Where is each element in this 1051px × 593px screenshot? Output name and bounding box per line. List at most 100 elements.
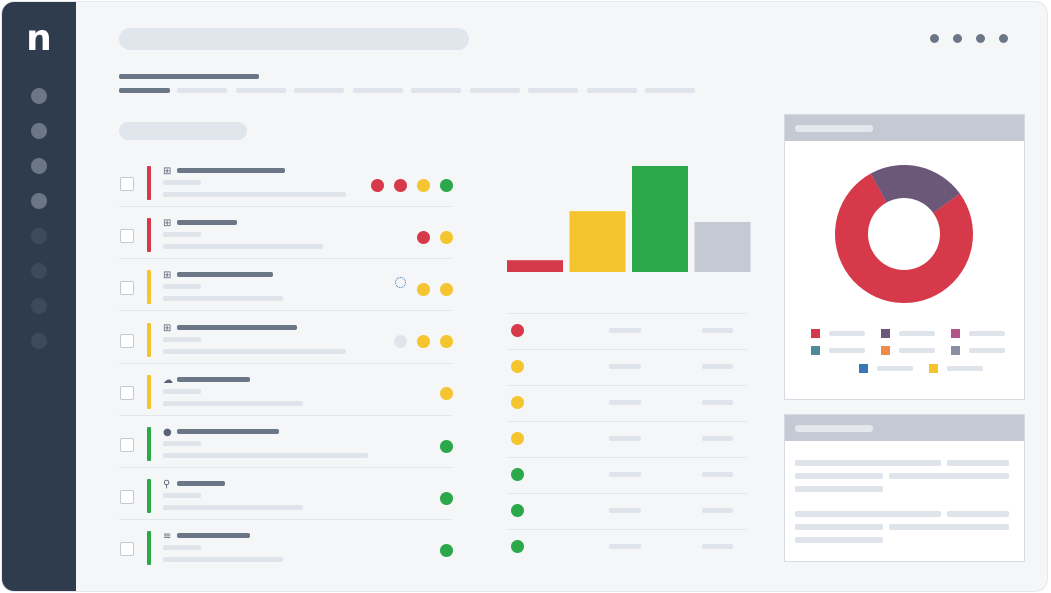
bar-1[interactable] bbox=[507, 260, 563, 272]
status-dot-yellow bbox=[511, 396, 524, 409]
status-count bbox=[702, 364, 733, 369]
severity-bar bbox=[147, 322, 151, 357]
severity-bar bbox=[147, 479, 151, 514]
row-checkbox[interactable] bbox=[120, 438, 134, 452]
severity-bar bbox=[147, 270, 151, 305]
status-dot-green bbox=[511, 468, 524, 481]
device-name bbox=[177, 533, 250, 539]
details-card-header bbox=[785, 415, 1024, 441]
sidebar-item[interactable] bbox=[31, 263, 47, 279]
linux-icon: ⚲ bbox=[163, 479, 171, 491]
tab-1[interactable] bbox=[119, 88, 170, 93]
bar-2[interactable] bbox=[569, 211, 626, 272]
row-divider bbox=[507, 313, 747, 314]
sidebar-item[interactable] bbox=[31, 228, 47, 244]
status-dot-yellow bbox=[511, 360, 524, 373]
status-count bbox=[702, 436, 733, 441]
sidebar-item[interactable] bbox=[31, 88, 47, 104]
row-checkbox[interactable] bbox=[120, 333, 134, 348]
tab-9[interactable] bbox=[586, 88, 637, 93]
device-name bbox=[177, 168, 285, 173]
app-logo[interactable]: n bbox=[26, 18, 52, 59]
donut-slice-1[interactable] bbox=[835, 173, 973, 303]
status-dot-yellow bbox=[439, 387, 453, 401]
apple-icon: ● bbox=[163, 427, 172, 438]
status-dot-yellow bbox=[416, 335, 430, 349]
row-divider bbox=[119, 519, 452, 521]
search-bar[interactable] bbox=[119, 28, 469, 50]
legend-label bbox=[947, 366, 983, 371]
legend-label bbox=[829, 331, 865, 336]
bar-4[interactable] bbox=[694, 221, 751, 272]
row-checkbox[interactable] bbox=[120, 490, 134, 505]
server-icon: ≡ bbox=[163, 531, 172, 543]
windows-icon: ⊞ bbox=[163, 166, 172, 177]
status-dot-green bbox=[439, 178, 453, 192]
tab-7[interactable] bbox=[469, 88, 520, 93]
legend-swatch bbox=[951, 329, 960, 338]
row-checkbox[interactable] bbox=[120, 385, 134, 400]
status-dot-green bbox=[439, 543, 453, 557]
status-count bbox=[702, 508, 733, 513]
device-name bbox=[177, 324, 297, 330]
tab-3[interactable] bbox=[235, 88, 286, 93]
device-meta bbox=[163, 284, 201, 290]
status-dot-yellow bbox=[439, 230, 453, 244]
more-menu-icon[interactable] bbox=[928, 33, 1012, 45]
tab-8[interactable] bbox=[528, 88, 578, 93]
sidebar-item[interactable] bbox=[31, 298, 47, 314]
donut-card-header bbox=[785, 115, 1024, 141]
device-name bbox=[177, 272, 273, 278]
legend-swatch bbox=[859, 364, 868, 373]
bar-3[interactable] bbox=[632, 165, 688, 272]
row-checkbox[interactable] bbox=[120, 177, 134, 191]
row-divider bbox=[119, 258, 452, 260]
device-description bbox=[163, 192, 346, 197]
row-checkbox[interactable] bbox=[120, 229, 134, 244]
device-name bbox=[177, 220, 237, 226]
status-dot-red bbox=[511, 324, 524, 337]
device-description bbox=[163, 505, 303, 511]
status-dot-yellow bbox=[416, 282, 430, 296]
row-divider bbox=[119, 206, 452, 207]
row-checkbox[interactable] bbox=[120, 542, 134, 557]
device-name bbox=[177, 429, 279, 434]
tab-2[interactable] bbox=[177, 88, 227, 93]
row-checkbox[interactable] bbox=[120, 281, 134, 296]
legend-label bbox=[899, 348, 935, 353]
row-divider bbox=[507, 529, 747, 530]
device-name bbox=[177, 376, 250, 382]
legend-swatch bbox=[951, 346, 960, 355]
row-divider bbox=[507, 457, 747, 458]
status-dot-green bbox=[439, 491, 453, 505]
sidebar-item[interactable] bbox=[31, 333, 47, 349]
filter-pill[interactable] bbox=[119, 122, 247, 140]
windows-icon: ⊞ bbox=[163, 322, 172, 334]
device-meta bbox=[163, 545, 201, 551]
donut-slice-2[interactable] bbox=[870, 165, 960, 213]
status-dot-yellow bbox=[439, 335, 453, 349]
page-title bbox=[119, 74, 259, 79]
status-dot-yellow bbox=[439, 282, 453, 296]
tab-5[interactable] bbox=[352, 88, 403, 93]
row-divider bbox=[119, 310, 452, 312]
device-description bbox=[163, 296, 283, 302]
tab-4[interactable] bbox=[294, 88, 344, 93]
legend-label bbox=[829, 348, 865, 353]
status-value bbox=[609, 436, 641, 441]
status-dot-yellow bbox=[511, 432, 524, 445]
row-divider bbox=[507, 349, 747, 350]
sidebar-item[interactable] bbox=[31, 193, 47, 209]
sidebar-item[interactable] bbox=[31, 123, 47, 139]
status-count bbox=[702, 400, 733, 405]
status-dot-green bbox=[511, 504, 524, 517]
loading-icon bbox=[394, 277, 406, 289]
row-divider bbox=[119, 362, 452, 364]
donut-card bbox=[784, 114, 1025, 400]
sidebar-item[interactable] bbox=[31, 158, 47, 174]
tab-10[interactable] bbox=[645, 88, 695, 93]
sidebar: n bbox=[2, 2, 76, 591]
device-description bbox=[163, 453, 368, 458]
tab-6[interactable] bbox=[411, 88, 461, 93]
